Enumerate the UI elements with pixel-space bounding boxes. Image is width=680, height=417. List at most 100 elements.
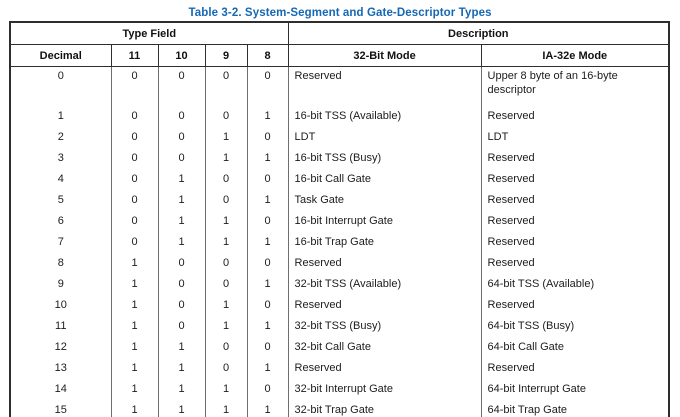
cell-32bit-mode: Reserved — [287, 295, 482, 317]
cell-decimal: 12 — [9, 337, 112, 359]
header-col-ia32e-mode: IA-32e Mode — [480, 44, 670, 67]
cell-bit-10: 0 — [157, 295, 206, 317]
cell-32bit-mode: Reserved — [287, 66, 482, 107]
cell-bit-8: 1 — [246, 400, 289, 417]
cell-bit-8: 0 — [246, 211, 289, 233]
cell-ia32e-mode: Reserved — [480, 295, 670, 317]
header-col-32bit-mode: 32-Bit Mode — [287, 44, 482, 67]
cell-decimal: 0 — [9, 66, 112, 107]
cell-bit-10: 1 — [157, 337, 206, 359]
cell-bit-11: 1 — [110, 358, 159, 380]
cell-bit-9: 1 — [204, 127, 248, 149]
table-row: 2 0 0 1 0 LDT LDT — [9, 127, 670, 149]
cell-bit-8: 1 — [246, 190, 289, 212]
cell-bit-9: 0 — [204, 337, 248, 359]
table-row: 10 1 0 1 0 Reserved Reserved — [9, 295, 670, 317]
header-col-bit-8: 8 — [246, 44, 289, 67]
cell-ia32e-mode: Reserved — [480, 253, 670, 275]
cell-32bit-mode: 16-bit Interrupt Gate — [287, 211, 482, 233]
cell-bit-9: 0 — [204, 66, 248, 107]
cell-decimal: 10 — [9, 295, 112, 317]
cell-32bit-mode: Task Gate — [287, 190, 482, 212]
cell-decimal: 2 — [9, 127, 112, 149]
table-row: 0 0 0 0 0 Reserved Upper 8 byte of an 16-byte … — [9, 66, 670, 107]
cell-ia32e-mode: 64-bit Interrupt Gate — [480, 379, 670, 401]
cell-ia32e-mode: Reserved — [480, 169, 670, 191]
cell-bit-8: 0 — [246, 379, 289, 401]
cell-32bit-mode: 16-bit TSS (Busy) — [287, 148, 482, 170]
cell-decimal: 6 — [9, 211, 112, 233]
cell-bit-8: 1 — [246, 106, 289, 128]
header-col-decimal: Decimal — [9, 44, 112, 67]
table-row: 6 0 1 1 0 16-bit Interrupt Gate Reserved — [9, 211, 670, 233]
table-row: 8 1 0 0 0 Reserved Reserved — [9, 253, 670, 275]
cell-bit-8: 1 — [246, 232, 289, 254]
cell-decimal: 8 — [9, 253, 112, 275]
cell-ia32e-mode: Reserved — [480, 106, 670, 128]
cell-ia32e-mode: Reserved — [480, 211, 670, 233]
table-row: 15 1 1 1 1 32-bit Trap Gate 64-bit Trap Gate — [9, 400, 670, 417]
cell-bit-11: 1 — [110, 400, 159, 417]
cell-bit-11: 0 — [110, 232, 159, 254]
cell-bit-11: 0 — [110, 211, 159, 233]
cell-bit-11: 1 — [110, 253, 159, 275]
cell-bit-11: 1 — [110, 316, 159, 338]
table-row: 11 1 0 1 1 32-bit TSS (Busy) 64-bit TSS (Busy) — [9, 316, 670, 338]
cell-bit-8: 0 — [246, 253, 289, 275]
header-col-bit-9: 9 — [204, 44, 248, 67]
table-row: 9 1 0 0 1 32-bit TSS (Available) 64-bit TSS (A… — [9, 274, 670, 296]
cell-bit-9: 0 — [204, 274, 248, 296]
cell-bit-11: 0 — [110, 148, 159, 170]
table-row: 13 1 1 0 1 Reserved Reserved — [9, 358, 670, 380]
header-group-row: Type Field Description — [9, 21, 670, 45]
cell-decimal: 1 — [9, 106, 112, 128]
cell-bit-8: 0 — [246, 127, 289, 149]
cell-decimal: 3 — [9, 148, 112, 170]
cell-32bit-mode: 16-bit TSS (Available) — [287, 106, 482, 128]
table-row: 1 0 0 0 1 16-bit TSS (Available) Reserved — [9, 106, 670, 128]
cell-bit-10: 1 — [157, 190, 206, 212]
cell-decimal: 13 — [9, 358, 112, 380]
cell-ia32e-mode: Reserved — [480, 358, 670, 380]
cell-32bit-mode: 32-bit Call Gate — [287, 337, 482, 359]
cell-decimal: 4 — [9, 169, 112, 191]
table-row: 5 0 1 0 1 Task Gate Reserved — [9, 190, 670, 212]
table-title: Table 3-2. System-Segment and Gate-Descr… — [188, 7, 492, 19]
table-row: 7 0 1 1 1 16-bit Trap Gate Reserved — [9, 232, 670, 254]
cell-bit-9: 1 — [204, 295, 248, 317]
cell-bit-9: 1 — [204, 400, 248, 417]
cell-bit-11: 1 — [110, 379, 159, 401]
cell-bit-8: 1 — [246, 358, 289, 380]
cell-ia32e-mode: 64-bit TSS (Available) — [480, 274, 670, 296]
cell-decimal: 15 — [9, 400, 112, 417]
cell-bit-10: 1 — [157, 169, 206, 191]
cell-ia32e-mode: Reserved — [480, 148, 670, 170]
table-body: 0 0 0 0 0 Reserved Upper 8 byte of an 16-byte … — [9, 66, 670, 417]
cell-bit-9: 1 — [204, 211, 248, 233]
table-row: 4 0 1 0 0 16-bit Call Gate Reserved — [9, 169, 670, 191]
cell-decimal: 7 — [9, 232, 112, 254]
cell-bit-10: 1 — [157, 211, 206, 233]
cell-bit-11: 0 — [110, 66, 159, 107]
cell-bit-9: 0 — [204, 358, 248, 380]
cell-32bit-mode: LDT — [287, 127, 482, 149]
cell-bit-10: 1 — [157, 358, 206, 380]
cell-bit-8: 0 — [246, 66, 289, 107]
cell-ia32e-mode: 64-bit Call Gate — [480, 337, 670, 359]
cell-ia32e-mode: 64-bit TSS (Busy) — [480, 316, 670, 338]
cell-bit-11: 1 — [110, 274, 159, 296]
cell-bit-10: 0 — [157, 106, 206, 128]
cell-32bit-mode: Reserved — [287, 253, 482, 275]
cell-ia32e-mode: Upper 8 byte of an 16-byte descriptor — [480, 66, 670, 107]
cell-bit-10: 0 — [157, 127, 206, 149]
cell-bit-10: 1 — [157, 232, 206, 254]
header-col-bit-11: 11 — [110, 44, 159, 67]
header-col-bit-10: 10 — [157, 44, 206, 67]
cell-32bit-mode: 32-bit Interrupt Gate — [287, 379, 482, 401]
cell-bit-11: 0 — [110, 190, 159, 212]
cell-bit-10: 1 — [157, 400, 206, 417]
cell-bit-8: 0 — [246, 295, 289, 317]
cell-bit-10: 0 — [157, 274, 206, 296]
cell-bit-9: 1 — [204, 379, 248, 401]
